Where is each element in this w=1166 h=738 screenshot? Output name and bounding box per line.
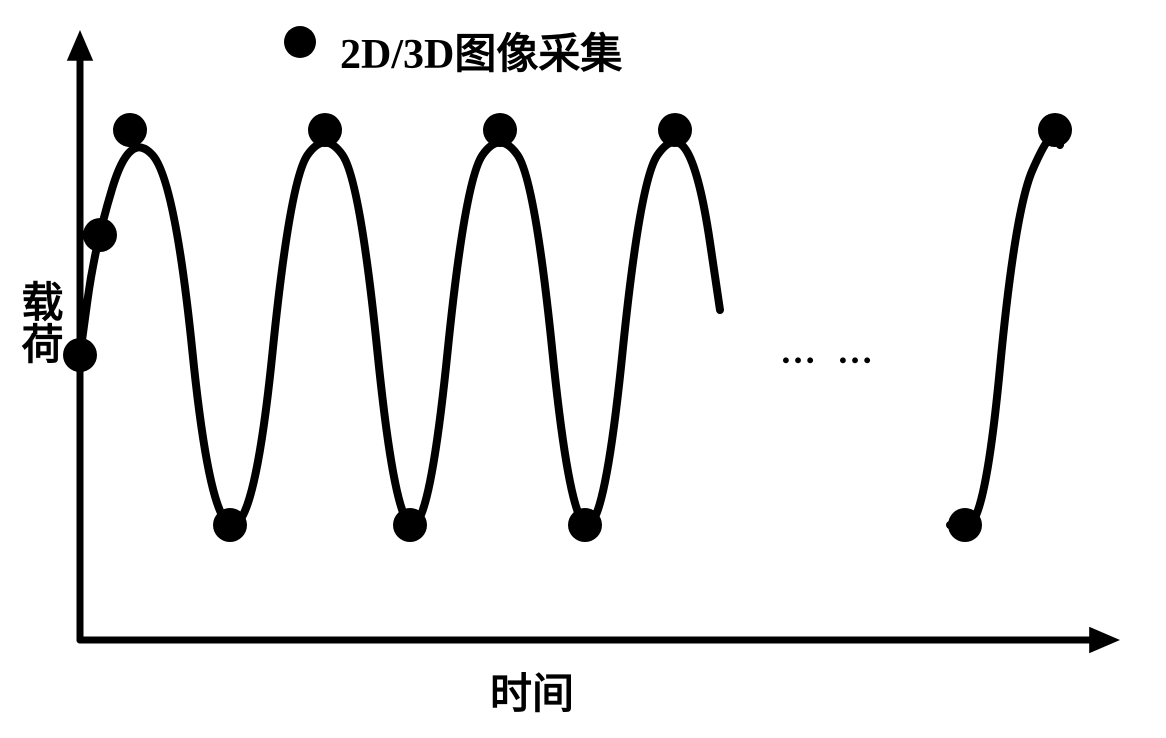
ellipsis-text: … … [780,330,879,372]
x-axis-label: 时间 [490,660,574,721]
chart-svg [0,0,1166,738]
y-axis-label: 载荷 [8,280,69,364]
chart-area: 载荷 时间 2D/3D图像采集 … … [0,0,1166,738]
legend-label: 2D/3D图像采集 [340,20,622,81]
